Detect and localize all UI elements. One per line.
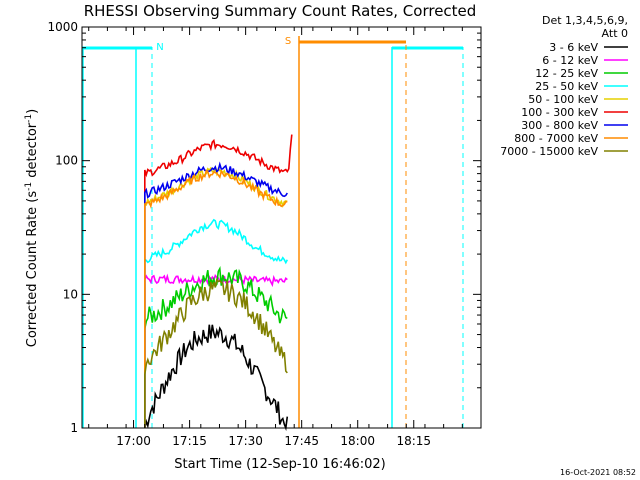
plot-frame: [81, 26, 482, 429]
series-line-0: [144, 324, 289, 432]
y-axis-label-sup2: -1: [24, 114, 34, 123]
x-tick-label: 18:15: [396, 434, 431, 448]
y-axis-label-end: ): [25, 109, 40, 114]
x-tick-label: 18:00: [340, 434, 375, 448]
legend-label: 12 - 25 keV: [535, 67, 598, 80]
plot-border: [81, 26, 482, 429]
legend-label: 6 - 12 keV: [542, 54, 598, 67]
x-tick-label: 17:45: [284, 434, 319, 448]
series-line-4: [144, 166, 288, 428]
series-line-8: [144, 277, 288, 428]
legend-label: 100 - 300 keV: [521, 106, 598, 119]
y-axis-label: Corrected Count Rate (s-1 detector-1): [24, 109, 40, 347]
y-tick-label: 100: [55, 154, 78, 168]
legend-header-line1: Det 1,3,4,5,6,9,: [542, 14, 628, 27]
legend-header-line2: Att 0: [602, 27, 628, 40]
series-line-2: [144, 266, 288, 428]
legend-label: 3 - 6 keV: [549, 41, 598, 54]
x-axis-label: Start Time (12-Sep-10 16:46:02): [174, 457, 385, 472]
legend-label: 7000 - 15000 keV: [500, 145, 598, 158]
y-axis-label-main: Corrected Count Rate (s: [25, 191, 40, 348]
series-line-1: [144, 273, 288, 428]
chart-title: RHESSI Observing Summary Count Rates, Co…: [84, 2, 477, 20]
y-tick-label: 1000: [47, 20, 78, 34]
y-tick-label: 10: [63, 287, 78, 301]
legend-label: 800 - 7000 keV: [514, 132, 598, 145]
legend-label: 25 - 50 keV: [535, 80, 598, 93]
x-tick-label: 17:30: [228, 434, 263, 448]
x-tick-label: 17:00: [116, 434, 151, 448]
series-layer: [144, 134, 293, 432]
attenuator-bands: [82, 36, 464, 428]
y-axis-label-sup1: -1: [24, 182, 34, 191]
y-tick-label: 1: [70, 421, 78, 435]
x-tick-label: 17:15: [172, 434, 207, 448]
series-line-6: [144, 161, 288, 428]
y-axis-label-mid: detector: [25, 122, 40, 182]
series-line-7: [144, 169, 288, 428]
timestamp: 16-Oct-2021 08:52: [560, 468, 636, 477]
annotation-s-label: S: [285, 36, 291, 47]
series-line-3: [144, 218, 289, 428]
legend-label: 50 - 100 keV: [528, 93, 598, 106]
series-line-5: [144, 134, 293, 428]
annotation-n-label: N: [156, 42, 163, 53]
axis-ticks: 1 10 100 1000 17:00 17:15 17:30 17:45 18:00 18:15: [47, 20, 482, 448]
legend-label: 300 - 800 keV: [521, 119, 598, 132]
